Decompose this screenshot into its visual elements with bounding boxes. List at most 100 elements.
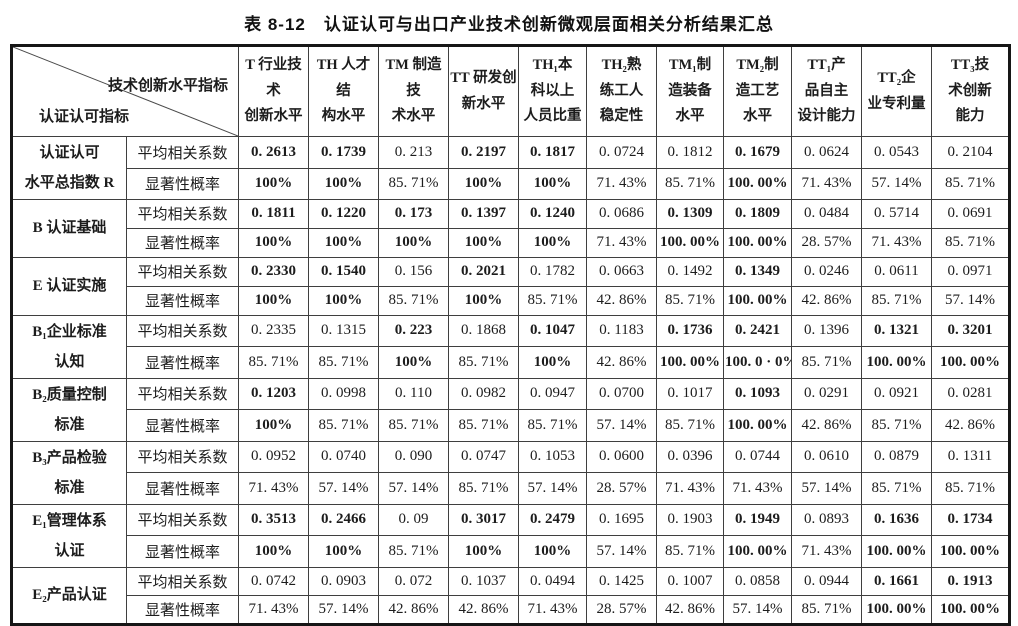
col-header-TT2: TT₂企 业专利量 xyxy=(861,45,932,137)
row-label: B₂质量控制 标准 xyxy=(11,377,127,442)
value-cell-sig: 100% xyxy=(308,167,379,200)
value-cell-sig: 85. 71% xyxy=(378,285,449,316)
value-cell-avg: 0. 2021 xyxy=(448,256,519,287)
value-cell-sig: 57. 14% xyxy=(378,472,449,505)
value-cell-sig: 71. 43% xyxy=(238,595,309,626)
value-cell-avg: 0. 0952 xyxy=(238,440,309,474)
value-cell-sig: 85. 71% xyxy=(378,409,449,442)
value-cell-avg: 0. 1809 xyxy=(723,199,792,229)
value-cell-avg: 0. 0747 xyxy=(448,440,519,474)
value-cell-avg: 0. 2466 xyxy=(308,503,379,537)
table-row: 显著性概率 100% 100% 100% 100% 100% 71. 43% 100. 00%… xyxy=(12,227,1010,258)
value-cell-avg: 0. 1636 xyxy=(861,503,932,537)
value-cell-sig: 85. 71% xyxy=(238,346,309,379)
value-cell-sig: 100. 00% xyxy=(723,167,792,200)
value-cell-avg: 0. 1949 xyxy=(723,503,792,537)
value-cell-avg: 0. 0484 xyxy=(791,199,862,229)
value-cell-sig: 85. 71% xyxy=(378,167,449,200)
value-cell-avg: 0. 0543 xyxy=(861,136,932,169)
metric-label-avg: 平均相关系数 xyxy=(126,199,239,229)
table-row: 认证认可 水平总指数 R 平均相关系数 0. 2613 0. 1739 0. 213 0.… xyxy=(11,136,1010,200)
row-label: E₂产品认证 xyxy=(11,566,127,626)
value-cell-avg: 0. 2197 xyxy=(448,136,519,169)
value-cell-sig: 28. 57% xyxy=(586,472,657,505)
results-table: 技术创新水平指标 认证认可指标 T 行业技术 创新水平 TH 人才结 构水平 T… xyxy=(10,44,1011,626)
value-cell-sig: 100% xyxy=(448,167,519,200)
row-label: E 认证实施 xyxy=(11,256,127,316)
value-cell-sig: 28. 57% xyxy=(586,595,657,626)
value-cell-sig: 100. 00% xyxy=(656,346,724,379)
metric-label-sig: 显著性概率 xyxy=(126,595,239,626)
value-cell-avg: 0. 1734 xyxy=(931,503,1010,537)
value-cell-avg: 0. 1782 xyxy=(518,256,587,287)
value-cell-sig: 57. 14% xyxy=(518,472,587,505)
value-cell-sig: 85. 71% xyxy=(931,167,1010,200)
table-row: B₂质量控制 标准 平均相关系数 0. 1203 0. 0998 0. 110 0. 09… xyxy=(11,377,1010,442)
value-cell-avg: 0. 0663 xyxy=(586,256,657,287)
table-row: 显著性概率 100% 100% 85. 71% 100% 85. 71% 42. 86% 85… xyxy=(12,285,1010,316)
value-cell-avg: 0. 0921 xyxy=(861,377,932,411)
col-header-TT3: TT₃技 术创新 能力 xyxy=(931,45,1010,137)
value-cell-sig: 57. 14% xyxy=(723,595,792,626)
table-row: B₁企业标准 认知 平均相关系数 0. 2335 0. 1315 0. 223 0. 18… xyxy=(11,314,1010,379)
value-cell-avg: 0. 1913 xyxy=(931,566,1010,597)
value-cell-sig: 71. 43% xyxy=(586,167,657,200)
value-cell-sig: 100% xyxy=(238,409,309,442)
value-cell-avg: 0. 5714 xyxy=(861,199,932,229)
row-label: E₁管理体系 认证 xyxy=(11,503,127,568)
metric-label-sig: 显著性概率 xyxy=(126,472,239,505)
value-cell-sig: 100. 00% xyxy=(723,535,792,568)
value-cell-avg: 0. 1736 xyxy=(656,314,724,348)
value-cell-avg: 0. 3513 xyxy=(238,503,309,537)
value-cell-avg: 0. 0744 xyxy=(723,440,792,474)
value-cell-avg: 0. 0742 xyxy=(238,566,309,597)
value-cell-sig: 42. 86% xyxy=(656,595,724,626)
value-cell-avg: 0. 0724 xyxy=(586,136,657,169)
metric-label-sig: 显著性概率 xyxy=(126,167,239,200)
row-label: B₃产品检验 标准 xyxy=(11,440,127,505)
value-cell-sig: 85. 71% xyxy=(448,472,519,505)
value-cell-avg: 0. 0903 xyxy=(308,566,379,597)
value-cell-avg: 0. 1868 xyxy=(448,314,519,348)
metric-label-avg: 平均相关系数 xyxy=(126,136,239,169)
value-cell-sig: 42. 86% xyxy=(931,409,1010,442)
value-cell-sig: 100. 0 · 0% xyxy=(723,346,792,379)
value-cell-sig: 57. 14% xyxy=(791,472,862,505)
value-cell-sig: 42. 86% xyxy=(378,595,449,626)
value-cell-avg: 0. 110 xyxy=(378,377,449,411)
value-cell-sig: 100% xyxy=(378,227,449,258)
col-header-TH: TH 人才结 构水平 xyxy=(308,45,379,137)
value-cell-sig: 42. 86% xyxy=(791,409,862,442)
table-row: 显著性概率 85. 71% 85. 71% 100% 85. 71% 100% 42. 86… xyxy=(12,346,1010,379)
col-header-TH2: TH₂熟 练工人 稳定性 xyxy=(586,45,657,137)
value-cell-sig: 100. 00% xyxy=(861,346,932,379)
corner-cell: 技术创新水平指标 认证认可指标 xyxy=(11,45,239,137)
value-cell-sig: 71. 43% xyxy=(238,472,309,505)
value-cell-avg: 0. 156 xyxy=(378,256,449,287)
value-cell-avg: 0. 1903 xyxy=(656,503,724,537)
metric-label-sig: 显著性概率 xyxy=(126,535,239,568)
value-cell-avg: 0. 213 xyxy=(378,136,449,169)
table-row: 显著性概率 100% 85. 71% 85. 71% 85. 71% 85. 71% 57.… xyxy=(12,409,1010,442)
value-cell-avg: 0. 0740 xyxy=(308,440,379,474)
value-cell-avg: 0. 223 xyxy=(378,314,449,348)
table-row: E 认证实施 平均相关系数 0. 2330 0. 1540 0. 156 0. 2021 0… xyxy=(11,256,1010,316)
metric-label-avg: 平均相关系数 xyxy=(126,503,239,537)
value-cell-avg: 0. 09 xyxy=(378,503,449,537)
value-cell-avg: 0. 1661 xyxy=(861,566,932,597)
value-cell-sig: 100. 00% xyxy=(931,535,1010,568)
value-cell-avg: 0. 0998 xyxy=(308,377,379,411)
value-cell-avg: 0. 1047 xyxy=(518,314,587,348)
value-cell-sig: 42. 86% xyxy=(586,285,657,316)
value-cell-sig: 100. 00% xyxy=(861,535,932,568)
value-cell-avg: 0. 1817 xyxy=(518,136,587,169)
value-cell-avg: 0. 1093 xyxy=(723,377,792,411)
value-cell-sig: 100. 00% xyxy=(656,227,724,258)
value-cell-avg: 0. 1812 xyxy=(656,136,724,169)
value-cell-avg: 0. 1811 xyxy=(238,199,309,229)
value-cell-avg: 0. 0600 xyxy=(586,440,657,474)
value-cell-sig: 100. 00% xyxy=(723,285,792,316)
value-cell-sig: 57. 14% xyxy=(861,167,932,200)
value-cell-sig: 100. 00% xyxy=(861,595,932,626)
metric-label-avg: 平均相关系数 xyxy=(126,256,239,287)
